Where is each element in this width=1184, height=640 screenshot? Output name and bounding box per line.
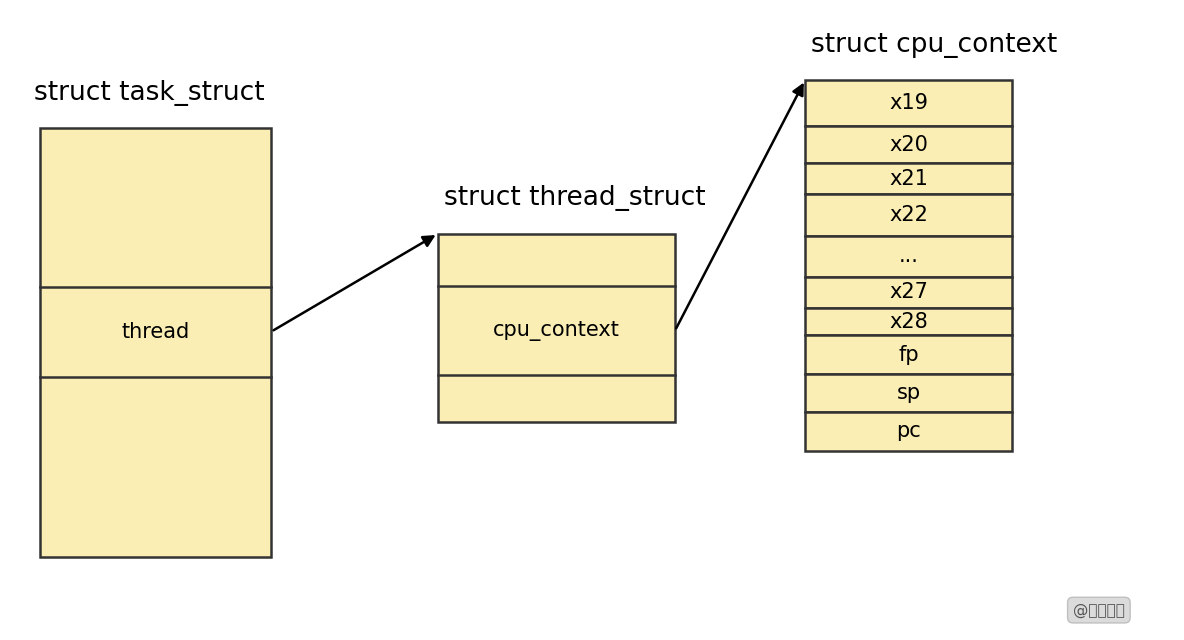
Text: thread: thread xyxy=(122,322,189,342)
Bar xyxy=(805,126,1012,163)
Text: x20: x20 xyxy=(889,134,928,155)
Text: ...: ... xyxy=(899,246,919,266)
Bar xyxy=(805,308,1012,335)
Text: pc: pc xyxy=(896,421,921,442)
Text: x21: x21 xyxy=(889,168,928,189)
Bar xyxy=(805,194,1012,236)
Text: sp: sp xyxy=(896,383,921,403)
Text: struct task_struct: struct task_struct xyxy=(34,79,265,106)
Text: fp: fp xyxy=(899,344,919,365)
Bar xyxy=(805,277,1012,308)
Bar xyxy=(805,163,1012,194)
Text: struct cpu_context: struct cpu_context xyxy=(811,31,1057,58)
Text: x28: x28 xyxy=(889,312,928,332)
Text: x27: x27 xyxy=(889,282,928,303)
Text: struct thread_struct: struct thread_struct xyxy=(444,185,706,211)
Text: x22: x22 xyxy=(889,205,928,225)
Bar xyxy=(805,374,1012,412)
Bar xyxy=(805,80,1012,126)
Bar xyxy=(438,234,675,422)
Bar xyxy=(40,128,271,557)
Text: x19: x19 xyxy=(889,93,928,113)
Bar xyxy=(805,412,1012,451)
Text: @拉勾教育: @拉勾教育 xyxy=(1073,603,1125,618)
Text: cpu_context: cpu_context xyxy=(493,321,620,341)
Bar xyxy=(805,335,1012,374)
Bar xyxy=(805,236,1012,277)
